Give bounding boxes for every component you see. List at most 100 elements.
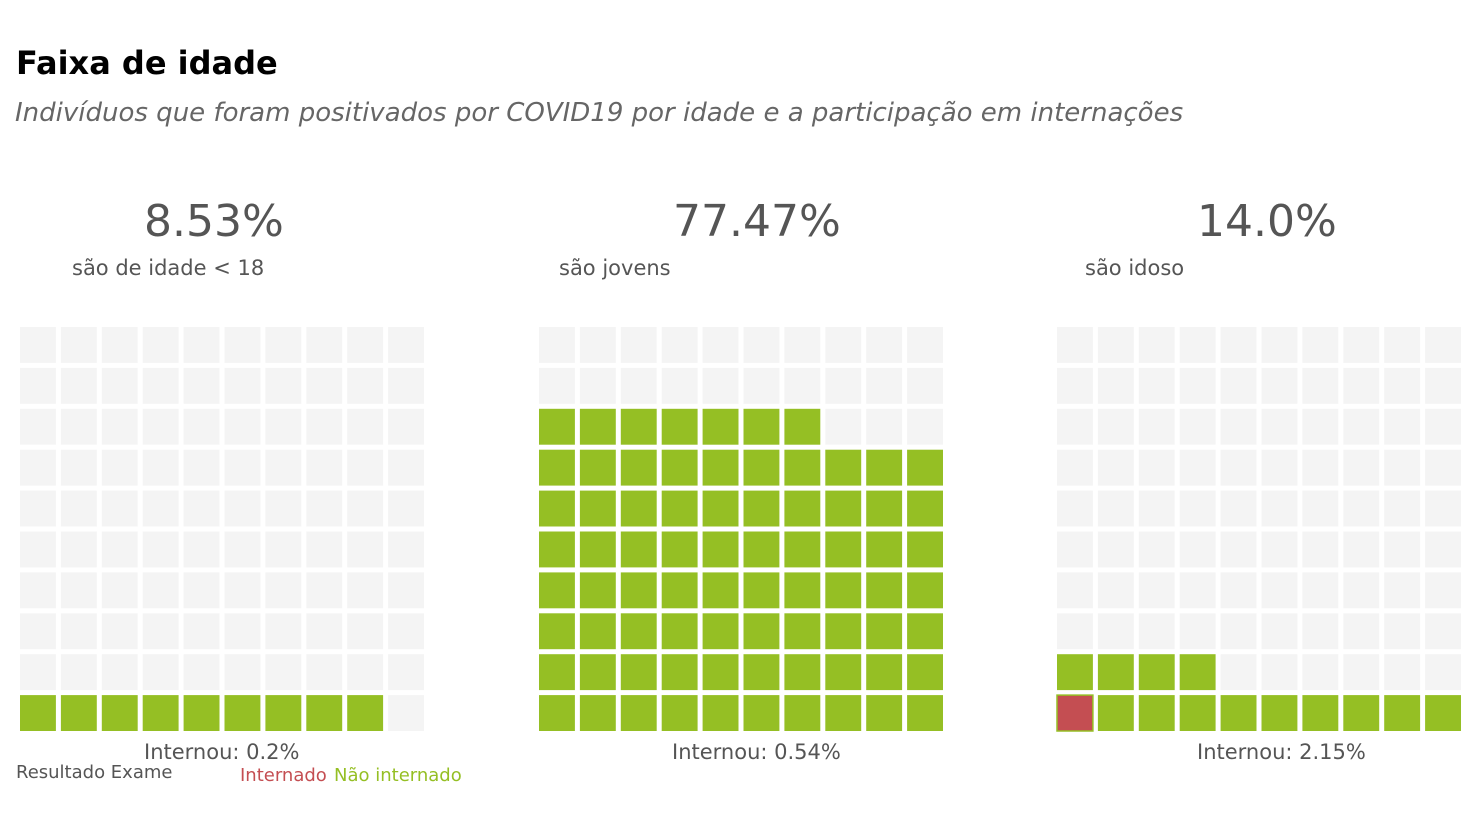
waffle-cell-empty bbox=[1302, 654, 1339, 691]
waffle-cell-empty bbox=[224, 613, 261, 650]
waffle-cell-empty bbox=[265, 408, 302, 445]
waffle-cell-empty bbox=[142, 367, 179, 404]
waffle-cell-empty bbox=[579, 367, 616, 404]
waffle-cell-empty bbox=[20, 327, 56, 363]
waffle-cell-nao-internado bbox=[579, 613, 616, 650]
waffle-chart-1 bbox=[20, 327, 424, 731]
waffle-cell-nao-internado bbox=[784, 572, 821, 609]
waffle-cell-empty bbox=[1343, 449, 1380, 486]
waffle-cell-empty bbox=[1384, 327, 1421, 363]
waffle-cell-empty bbox=[1343, 613, 1380, 650]
waffle-cell-empty bbox=[579, 327, 616, 363]
waffle-cell-empty bbox=[1220, 449, 1257, 486]
waffle-cell-empty bbox=[1425, 490, 1461, 527]
waffle-cell-nao-internado bbox=[265, 695, 302, 731]
waffle-cell-empty bbox=[743, 367, 780, 404]
waffle-cell-empty bbox=[1179, 449, 1216, 486]
waffle-cell-empty bbox=[60, 327, 97, 363]
waffle-cell-nao-internado bbox=[661, 449, 698, 486]
waffle-cell-empty bbox=[1220, 490, 1257, 527]
waffle-cell-nao-internado bbox=[784, 613, 821, 650]
waffle-cell-empty bbox=[347, 327, 384, 363]
waffle-cell-empty bbox=[1425, 408, 1461, 445]
waffle-cell-nao-internado bbox=[702, 449, 739, 486]
waffle-cell-empty bbox=[1097, 531, 1134, 568]
waffle-cell-nao-internado bbox=[784, 490, 821, 527]
waffle-cell-nao-internado bbox=[1138, 654, 1175, 691]
waffle-cell-empty bbox=[1302, 531, 1339, 568]
waffle-cell-empty bbox=[1261, 367, 1298, 404]
waffle-cell-nao-internado bbox=[1179, 654, 1216, 691]
waffle-cell-nao-internado bbox=[539, 613, 575, 650]
waffle-cell-nao-internado bbox=[743, 572, 780, 609]
waffle-cell-empty bbox=[20, 572, 56, 609]
waffle-cell-nao-internado bbox=[743, 408, 780, 445]
waffle-cell-nao-internado bbox=[907, 531, 943, 568]
waffle-cell-empty bbox=[224, 367, 261, 404]
waffle-cell-empty bbox=[101, 613, 138, 650]
waffle-cell-nao-internado bbox=[661, 408, 698, 445]
waffle-cell-nao-internado bbox=[825, 490, 862, 527]
panel-2-percentage: 77.47% bbox=[673, 196, 841, 247]
waffle-cell-nao-internado bbox=[1138, 695, 1175, 731]
waffle-cell-empty bbox=[60, 449, 97, 486]
waffle-cell-empty bbox=[224, 490, 261, 527]
waffle-cell-empty bbox=[388, 613, 424, 650]
waffle-cell-empty bbox=[1138, 531, 1175, 568]
panel-2-caption: são jovens bbox=[559, 256, 671, 280]
waffle-cell-empty bbox=[183, 654, 220, 691]
waffle-cell-nao-internado bbox=[866, 654, 903, 691]
waffle-cell-empty bbox=[661, 367, 698, 404]
waffle-cell-nao-internado bbox=[579, 654, 616, 691]
waffle-cell-empty bbox=[1220, 572, 1257, 609]
waffle-cell-empty bbox=[224, 572, 261, 609]
waffle-cell-empty bbox=[1138, 613, 1175, 650]
waffle-cell-nao-internado bbox=[1261, 695, 1298, 731]
waffle-cell-empty bbox=[1302, 572, 1339, 609]
waffle-cell-nao-internado bbox=[1343, 695, 1380, 731]
waffle-cell-nao-internado bbox=[743, 490, 780, 527]
waffle-cell-empty bbox=[142, 327, 179, 363]
waffle-cell-nao-internado bbox=[743, 613, 780, 650]
waffle-cell-empty bbox=[1220, 613, 1257, 650]
waffle-cell-empty bbox=[142, 449, 179, 486]
waffle-cell-empty bbox=[347, 654, 384, 691]
waffle-cell-empty bbox=[20, 367, 56, 404]
waffle-cell-nao-internado bbox=[579, 449, 616, 486]
waffle-cell-empty bbox=[1220, 408, 1257, 445]
waffle-cell-empty bbox=[620, 367, 657, 404]
waffle-cell-nao-internado bbox=[661, 531, 698, 568]
waffle-cell-nao-internado bbox=[224, 695, 261, 731]
waffle-cell-nao-internado bbox=[579, 695, 616, 731]
waffle-cell-empty bbox=[1425, 572, 1461, 609]
waffle-cell-empty bbox=[183, 490, 220, 527]
waffle-cell-empty bbox=[388, 327, 424, 363]
waffle-cell-nao-internado bbox=[539, 572, 575, 609]
waffle-cell-empty bbox=[60, 490, 97, 527]
waffle-cell-nao-internado bbox=[907, 490, 943, 527]
waffle-chart-2 bbox=[539, 327, 943, 731]
waffle-cell-nao-internado bbox=[702, 408, 739, 445]
waffle-cell-empty bbox=[1261, 449, 1298, 486]
waffle-cell-empty bbox=[224, 327, 261, 363]
waffle-cell-empty bbox=[183, 449, 220, 486]
waffle-cell-empty bbox=[866, 327, 903, 363]
waffle-cell-nao-internado bbox=[825, 654, 862, 691]
waffle-cell-empty bbox=[907, 367, 943, 404]
waffle-cell-empty bbox=[265, 613, 302, 650]
waffle-cell-empty bbox=[1220, 327, 1257, 363]
waffle-cell-empty bbox=[1261, 613, 1298, 650]
waffle-cell-empty bbox=[1343, 654, 1380, 691]
waffle-cell-nao-internado bbox=[702, 490, 739, 527]
waffle-cell-empty bbox=[1425, 367, 1461, 404]
waffle-cell-empty bbox=[1057, 490, 1093, 527]
waffle-cell-empty bbox=[661, 327, 698, 363]
waffle-cell-empty bbox=[101, 367, 138, 404]
waffle-cell-nao-internado bbox=[20, 695, 56, 731]
waffle-cell-empty bbox=[347, 531, 384, 568]
waffle-cell-empty bbox=[1425, 327, 1461, 363]
waffle-cell-empty bbox=[388, 367, 424, 404]
waffle-cell-empty bbox=[1343, 327, 1380, 363]
waffle-cell-empty bbox=[347, 490, 384, 527]
waffle-cell-nao-internado bbox=[784, 654, 821, 691]
